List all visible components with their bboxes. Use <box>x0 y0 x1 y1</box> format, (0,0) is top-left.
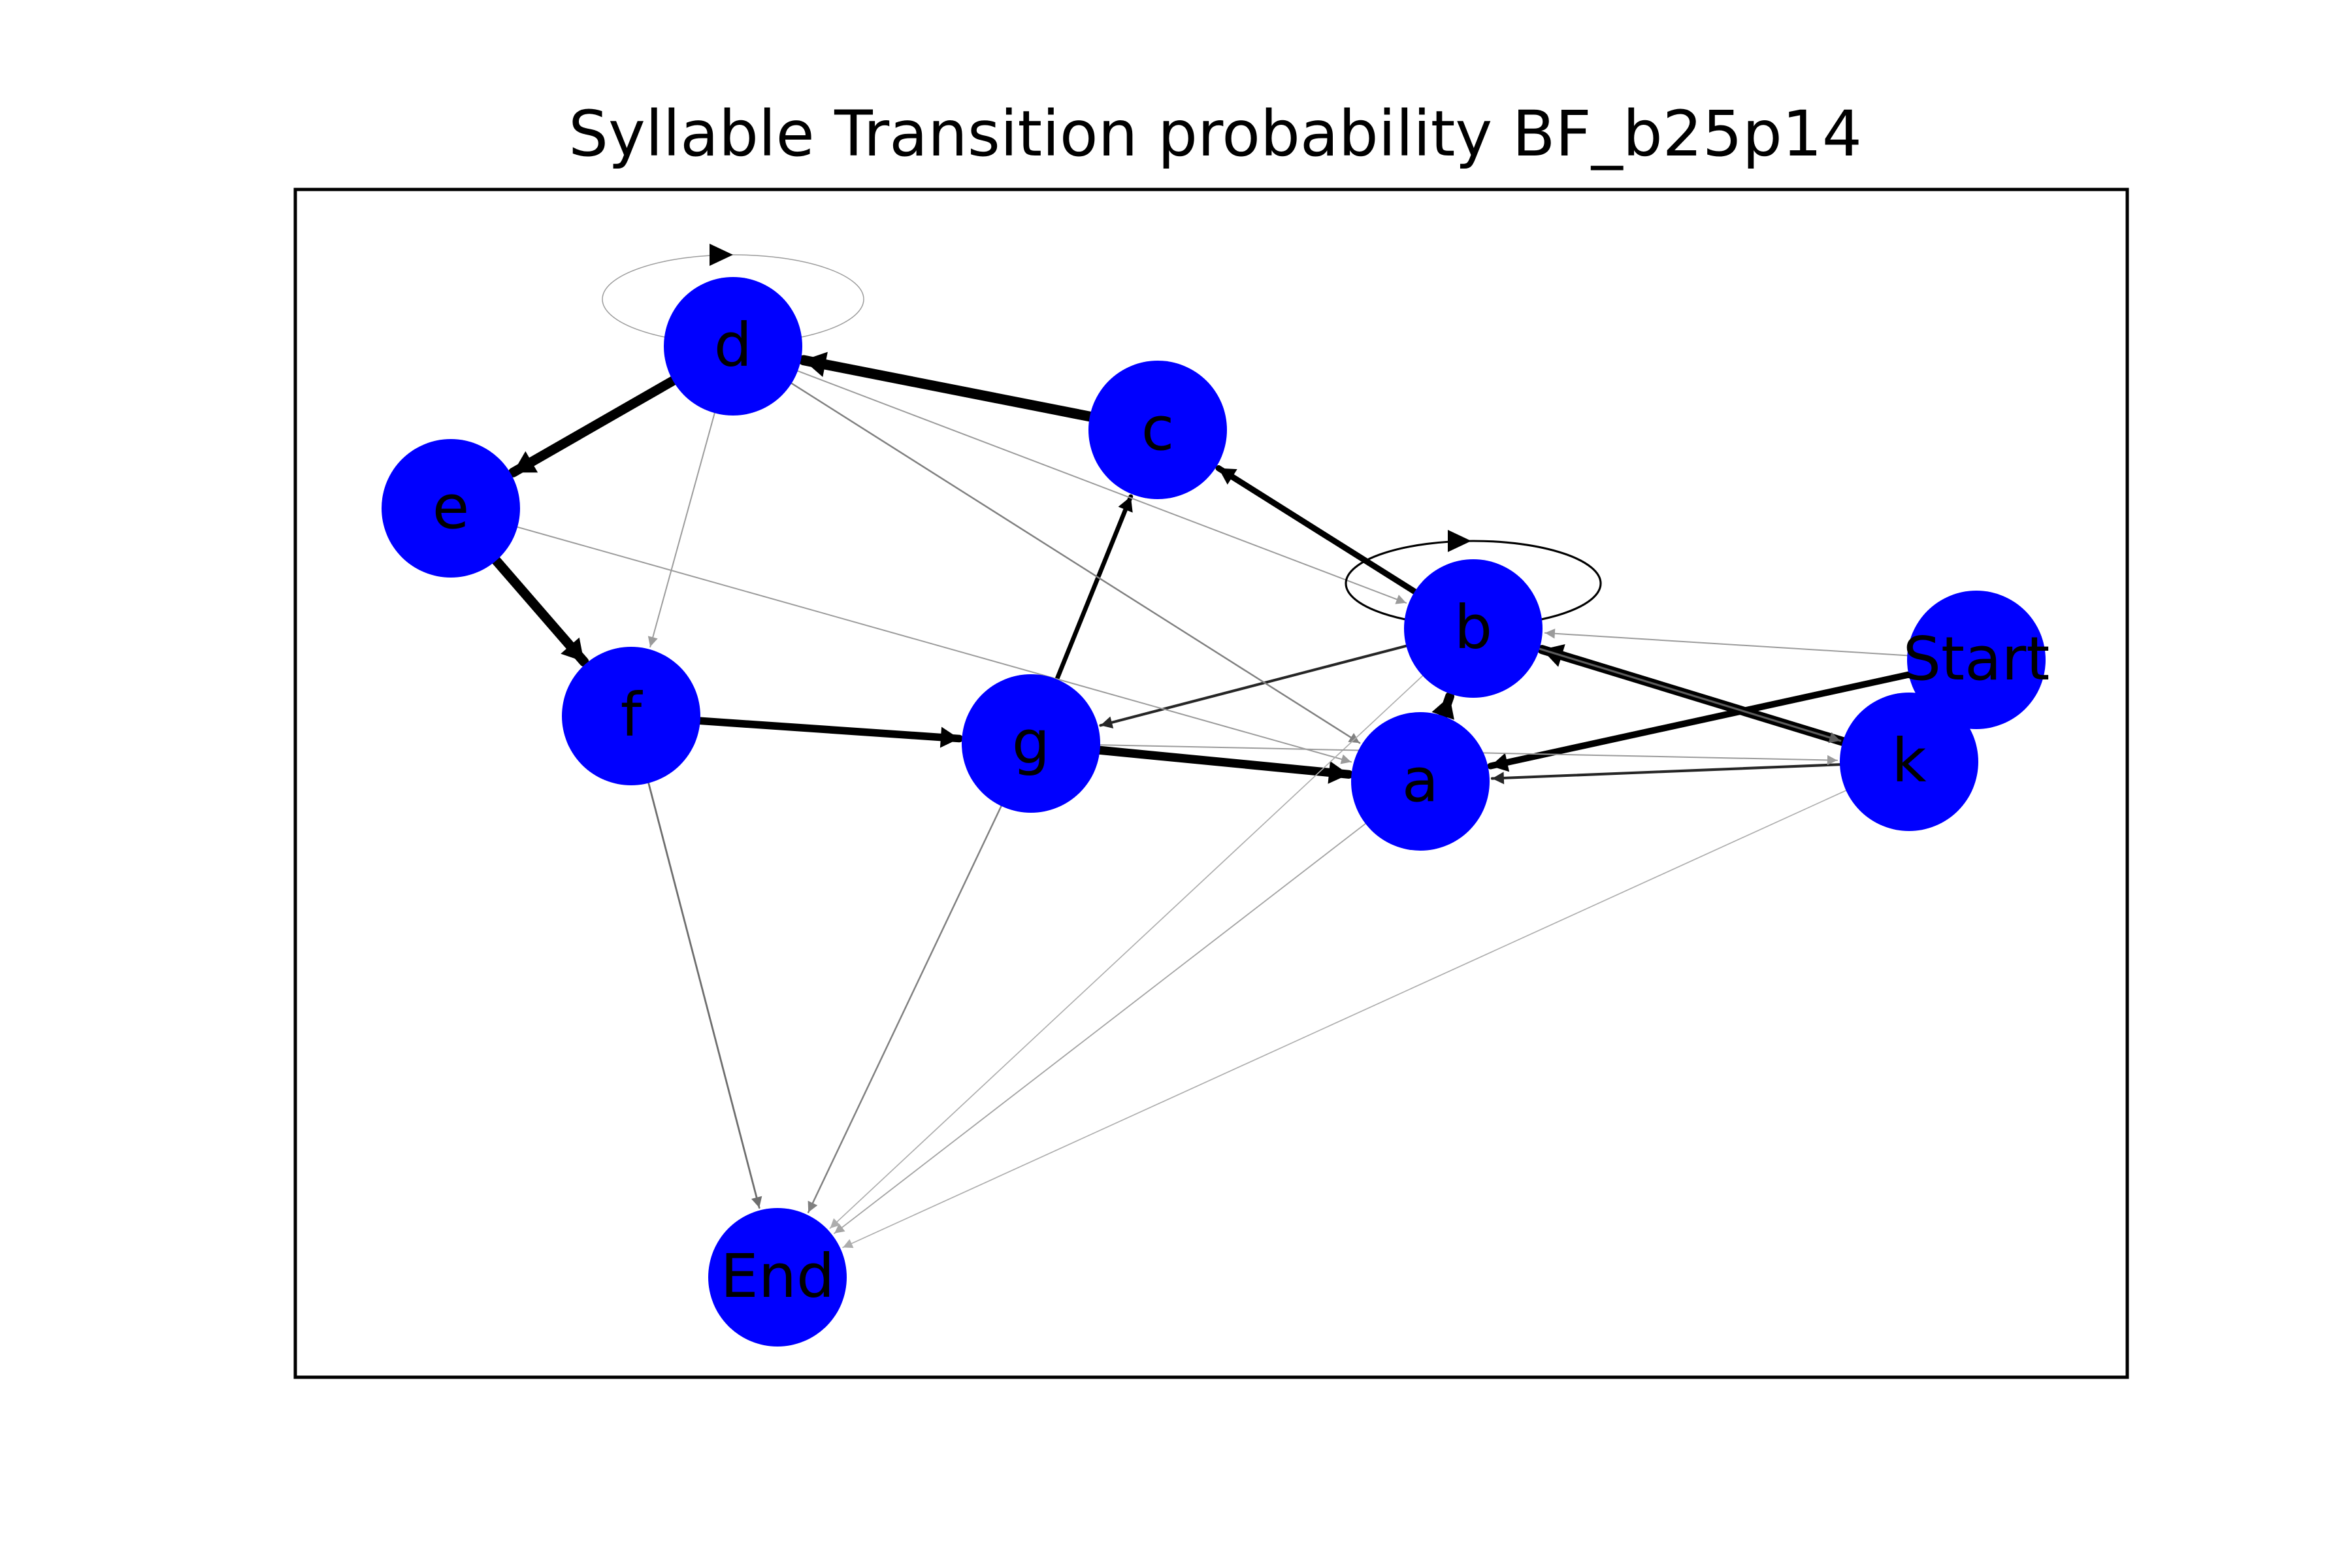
node-label-a: a <box>1402 745 1439 815</box>
node-circle-e <box>382 439 520 578</box>
node-End: End <box>708 1208 847 1347</box>
edge-arrowhead-a-to-b <box>1431 696 1454 720</box>
edge-d-to-a <box>767 367 1361 744</box>
edge-Start-to-a <box>1487 665 1939 770</box>
edge-arrowhead-k-to-a <box>1492 772 1505 785</box>
edge-d-to-e <box>508 362 702 478</box>
edge-b-to-g <box>1099 637 1435 727</box>
edge-g-to-End <box>807 780 1014 1213</box>
edge-f-to-End <box>640 755 760 1209</box>
edge-g-to-a <box>1068 743 1354 779</box>
edge-Start-to-b <box>1544 632 1936 658</box>
edge-arrowhead-c-to-d <box>803 351 828 377</box>
self-loop-arrow-b <box>1448 530 1471 552</box>
node-a: a <box>1351 712 1490 851</box>
node-circle-Start <box>1907 591 2046 729</box>
edge-arrowhead-d-to-a <box>1348 732 1360 743</box>
node-label-End: End <box>721 1241 835 1311</box>
node-label-e: e <box>433 472 470 542</box>
edge-arrowhead-f-to-End <box>751 1196 762 1208</box>
node-label-d: d <box>714 310 752 380</box>
edge-k-to-End <box>842 778 1872 1249</box>
edge-arrowhead-g-to-c <box>1118 497 1133 513</box>
node-k: k <box>1840 693 1978 831</box>
node-label-Start: Start <box>1903 624 2050 694</box>
edge-g-to-c <box>1044 494 1134 708</box>
edge-arrowhead-d-to-e <box>513 451 538 473</box>
edge-arrowhead-b-to-End <box>830 1218 841 1228</box>
node-circle-a <box>1351 712 1490 851</box>
edge-b-to-End <box>829 656 1444 1229</box>
edge-arrowhead-a-to-End <box>834 1223 845 1233</box>
edge-arrowhead-e-to-a <box>1340 754 1352 764</box>
edge-f-to-g <box>668 715 964 743</box>
node-Start: Start <box>1903 591 2050 729</box>
edge-arrowhead-f-to-g <box>939 727 960 748</box>
plot-frame <box>293 188 2129 1379</box>
edge-a-to-End <box>834 806 1388 1234</box>
edge-arrowhead-b-to-c <box>1218 468 1237 485</box>
node-label-g: g <box>1012 708 1050 777</box>
edge-arrowhead-d-to-f <box>647 636 658 647</box>
node-e: e <box>382 439 520 578</box>
edge-d-to-b <box>771 360 1407 604</box>
node-label-k: k <box>1891 726 1927 796</box>
edge-arrowhead-b-to-k <box>1828 732 1840 743</box>
node-circle-b <box>1404 559 1543 698</box>
node-circle-d <box>664 277 802 416</box>
nodes-layer: d c e b Start f g a k End <box>382 277 2050 1347</box>
edge-b-to-k <box>1512 640 1842 742</box>
graph-title: Syllable Transition probability BF_b25p1… <box>568 97 1862 171</box>
node-d: d <box>664 277 802 416</box>
node-circle-c <box>1088 361 1227 499</box>
edge-arrowhead-b-to-g <box>1100 716 1114 728</box>
edge-arrowhead-Start-to-b <box>1544 629 1556 639</box>
edge-arrowhead-d-to-b <box>1395 595 1407 604</box>
edge-arrowhead-g-to-End <box>808 1200 818 1213</box>
node-circle-End <box>708 1208 847 1347</box>
node-circle-k <box>1840 693 1978 831</box>
node-label-c: c <box>1141 394 1175 464</box>
edge-arrowhead-Start-to-a <box>1490 753 1510 772</box>
node-label-f: f <box>621 680 644 750</box>
edge-arrowhead-e-to-f <box>561 637 584 662</box>
edge-arrowhead-g-to-k <box>1827 755 1837 766</box>
edge-arrowhead-g-to-a <box>1328 761 1349 784</box>
edge-e-to-a <box>490 519 1352 763</box>
self-loop-arrow-d <box>710 244 733 266</box>
edge-c-to-d <box>798 355 1122 427</box>
node-circle-f <box>562 647 700 785</box>
node-c: c <box>1088 361 1227 499</box>
edge-arrowhead-k-to-b <box>1542 644 1565 667</box>
edge-b-to-c <box>1215 465 1441 610</box>
node-circle-g <box>962 674 1100 813</box>
node-g: g <box>962 674 1100 813</box>
edge-k-to-a <box>1490 762 1869 780</box>
node-f: f <box>562 647 700 785</box>
node-b: b <box>1404 559 1543 698</box>
edges-layer <box>473 244 1939 1249</box>
edge-arrowhead-k-to-End <box>843 1239 854 1249</box>
edge-d-to-f <box>649 385 723 647</box>
node-label-b: b <box>1454 593 1492 662</box>
